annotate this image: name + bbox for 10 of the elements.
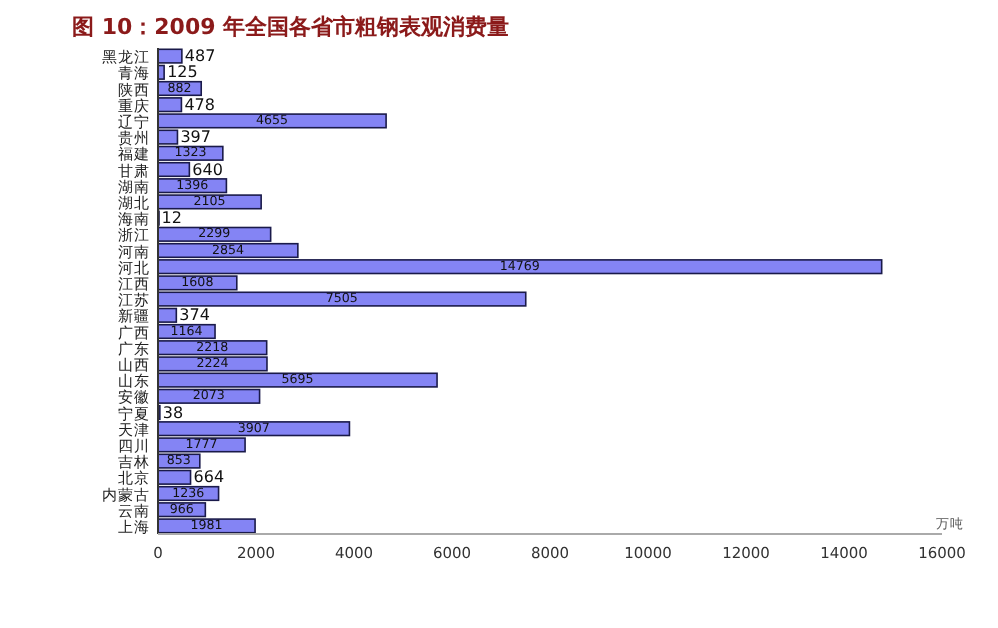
chart-title: 图 10：2009 年全国各省市粗钢表观消费量: [72, 14, 510, 40]
data-label: 640: [192, 160, 223, 179]
data-label: 125: [167, 63, 198, 82]
data-label: 487: [184, 47, 216, 66]
data-label: 12: [161, 209, 182, 228]
data-label: 374: [179, 306, 210, 325]
data-label: 478: [184, 95, 215, 114]
data-label: 664: [193, 468, 225, 487]
data-label: 397: [180, 128, 212, 147]
data-label: 38: [162, 403, 184, 422]
